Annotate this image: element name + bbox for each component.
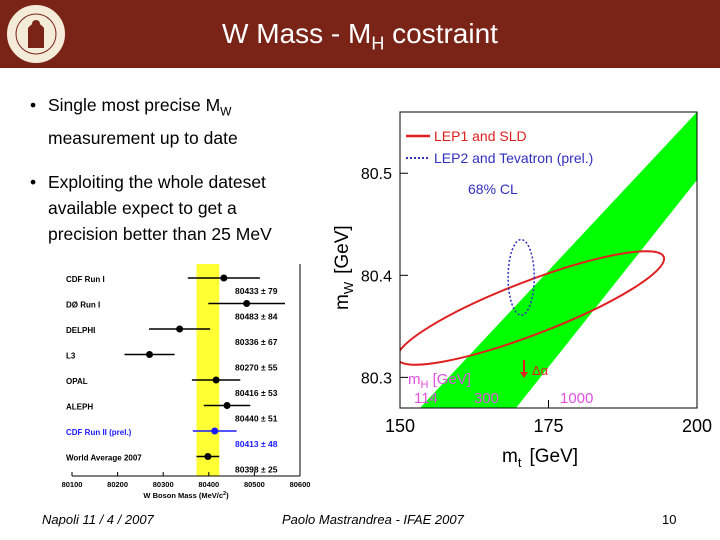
higgs-mass-label: mH [GeV] xyxy=(408,371,471,391)
mw-vs-mt-chart: LEP1 and SLD LEP2 and Tevatron (prel.) 68%… xyxy=(332,111,712,470)
legend-label-lep1: LEP1 and SLD xyxy=(434,128,527,144)
lep2-ellipse xyxy=(507,238,535,316)
plot-area xyxy=(400,112,697,408)
experiment-label: L3 xyxy=(66,352,76,361)
x-axis-label: W Boson Mass (MeV/c2) xyxy=(143,491,229,500)
x-tick-label: 150 xyxy=(385,416,415,436)
y-tick-label: 80.3 xyxy=(361,370,392,387)
data-point xyxy=(176,325,184,333)
data-point xyxy=(243,300,251,307)
experiment-label: DELPHI xyxy=(66,326,95,335)
legend-label-lep2: LEP2 and Tevatron (prel.) xyxy=(434,150,593,166)
value-label: 80483 ± 84 xyxy=(235,312,278,322)
y-tick-label: 80.4 xyxy=(361,268,392,285)
x-tick-label: 200 xyxy=(682,416,712,436)
x-tick-label: 80300 xyxy=(153,480,174,489)
data-point xyxy=(223,402,231,409)
experiment-label: CDF Run I xyxy=(66,275,105,284)
title-bar xyxy=(0,0,720,68)
footer-date: Napoli 11 / 4 / 2007 xyxy=(42,512,154,527)
bullet-item: • Exploiting the whole dateset available… xyxy=(30,169,340,247)
x-tick-label: 175 xyxy=(533,416,563,436)
data-point xyxy=(220,274,228,282)
value-label: 80433 ± 79 xyxy=(235,286,278,296)
bullet-item: • Single most precise MW measurement up … xyxy=(30,92,340,151)
x-tick-label: 80100 xyxy=(62,480,83,489)
value-label: 80336 ± 67 xyxy=(235,337,278,347)
x-tick-label: 80400 xyxy=(198,480,219,489)
data-point xyxy=(146,351,154,358)
university-seal-icon xyxy=(5,3,67,65)
footer-author: Paolo Mastrandrea - IFAE 2007 xyxy=(282,512,464,527)
experiment-label: OPAL xyxy=(66,377,88,386)
delta-alpha-arrowhead xyxy=(520,372,528,378)
lep1-ellipse xyxy=(400,250,666,366)
page-number: 10 xyxy=(662,512,677,527)
experiment-label: World Average 2007 xyxy=(66,454,142,463)
sm-band xyxy=(420,112,697,408)
w-mass-measurements-chart: CDF Run I 80433 ± 79 DØ Run I 80483 ± 84 DEL… xyxy=(62,264,311,500)
higgs-mass-value: 114 xyxy=(414,390,438,407)
bullet-dot-icon: • xyxy=(30,95,37,115)
page-title: W Mass - MH costraint xyxy=(222,18,498,54)
data-point xyxy=(211,427,219,435)
x-axis-label: mt [GeV] xyxy=(502,446,578,470)
bullet-list: • Single most precise MW measurement up … xyxy=(30,92,340,265)
delta-alpha-label: Δα xyxy=(532,363,549,378)
higgs-mass-value: 1000 xyxy=(560,390,593,407)
data-point xyxy=(204,453,212,460)
value-label: 80416 ± 53 xyxy=(235,388,278,398)
experiment-label: CDF Run II (prel.) xyxy=(66,428,132,437)
x-tick-label: 80500 xyxy=(244,480,265,489)
value-label: 80440 ± 51 xyxy=(235,414,278,424)
value-label: 80413 ± 48 xyxy=(235,439,278,449)
world-average-band xyxy=(196,264,220,476)
x-tick-label: 80200 xyxy=(107,480,128,489)
value-label: 80270 ± 55 xyxy=(235,363,278,373)
higgs-mass-value: 300 xyxy=(474,390,499,407)
bullet-dot-icon: • xyxy=(30,171,37,192)
value-label: 80398 ± 25 xyxy=(235,465,278,475)
experiment-label: DØ Run I xyxy=(66,301,100,310)
x-tick-label: 80600 xyxy=(290,480,311,489)
y-tick-label: 80.5 xyxy=(361,166,392,183)
experiment-label: ALEPH xyxy=(66,403,93,412)
cl-label: 68% CL xyxy=(468,181,518,197)
data-point xyxy=(212,376,220,384)
y-axis-label: mW[GeV] xyxy=(332,225,356,310)
